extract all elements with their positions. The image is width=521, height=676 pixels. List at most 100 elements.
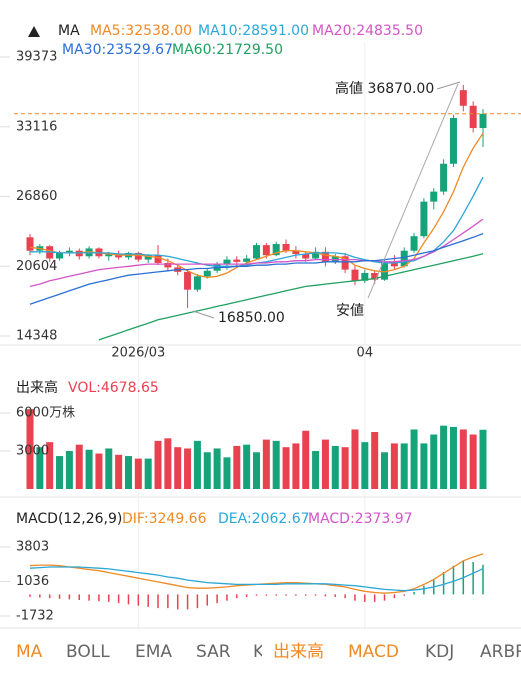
candle-body: [233, 259, 241, 262]
volume-bar: [321, 439, 329, 489]
candle-body: [361, 272, 369, 281]
volume-bar: [410, 429, 418, 489]
macd-bar: [78, 594, 80, 601]
candle-body: [400, 250, 408, 267]
panel-title: MACD(12,26,9): [16, 511, 122, 527]
ma-line: [29, 132, 484, 279]
volume-bar: [203, 452, 211, 489]
macd-bar: [39, 594, 41, 598]
candle-body: [134, 252, 142, 260]
volume-bar: [440, 425, 448, 489]
candle-body: [459, 90, 467, 106]
volume-bar: [115, 454, 123, 489]
macd-bar: [236, 594, 238, 599]
volume-bar: [193, 440, 201, 489]
macd-bar: [373, 594, 376, 602]
macd-bar: [127, 594, 130, 605]
legend-entry: MA60:21729.50: [172, 42, 283, 58]
volume-bar: [371, 432, 379, 489]
macd-bar: [285, 594, 287, 596]
legend-entry: DIF:3249.66: [122, 511, 207, 527]
macd-bar: [167, 594, 169, 609]
ma-line: [98, 253, 484, 341]
high-annotation: 高値 36870.00: [335, 80, 434, 97]
legend-entry: MA10:28591.00: [198, 23, 309, 39]
macd-bar: [88, 594, 90, 601]
volume-bar: [233, 445, 241, 489]
candle-body: [262, 245, 270, 256]
legend-entry: MA30:23529.67: [62, 42, 173, 58]
legend-entry: MA20:24835.50: [312, 23, 423, 39]
candle-body: [253, 245, 260, 259]
macd-bar: [413, 591, 415, 595]
y-tick-label: 39373: [16, 50, 57, 65]
candle-body: [282, 243, 290, 251]
volume-bar: [262, 439, 270, 489]
candle-body: [105, 254, 113, 257]
indicator-tab[interactable]: MA: [16, 642, 43, 662]
candle-body: [469, 105, 477, 129]
candle-body: [65, 250, 73, 253]
candle-body: [184, 271, 192, 290]
candle-body: [193, 276, 201, 290]
volume-bar: [174, 447, 182, 489]
candle-body: [26, 237, 34, 251]
indicator-tab[interactable]: 出来高: [273, 642, 324, 662]
volume-bar: [292, 443, 300, 489]
low-annotation: 安値: [336, 303, 364, 319]
volume-bar: [479, 429, 487, 489]
macd-bar: [393, 594, 396, 599]
y-tick-label: 3000: [16, 444, 49, 459]
volume-bar: [430, 434, 438, 489]
indicator-tab[interactable]: EMA: [135, 642, 172, 662]
macd-bar: [423, 585, 425, 595]
macd-bar: [196, 594, 199, 609]
volume-bar: [124, 456, 132, 489]
indicator-tab[interactable]: MACD: [348, 642, 399, 662]
candle-body: [272, 243, 280, 256]
volume-bar: [243, 444, 251, 489]
ma-line: [29, 232, 484, 305]
macd-bar: [98, 594, 100, 602]
candle-body: [292, 250, 300, 255]
dif-line: [29, 553, 484, 594]
macd-bar: [108, 594, 110, 602]
y-tick-label: -1732: [16, 609, 54, 624]
volume-bar: [331, 445, 339, 489]
annotation-leader: [436, 81, 461, 90]
macd-bar: [29, 594, 31, 597]
macd-bar: [295, 594, 297, 596]
ma-line: [29, 218, 484, 288]
candle-body: [321, 251, 329, 262]
candle-body: [223, 259, 231, 265]
annotations: 高値 36870.00 安値 16850.00: [192, 80, 461, 326]
volume-bar: [105, 448, 113, 489]
indicator-tab[interactable]: SAR: [196, 642, 231, 662]
legend-entry: MA5:32538.00: [90, 23, 192, 39]
indicator-tab[interactable]: ARBR: [480, 642, 521, 662]
macd-bar: [275, 594, 277, 596]
y-tick-label: 20604: [16, 259, 57, 274]
volume-bar: [56, 456, 64, 489]
macd-bar: [117, 594, 120, 604]
indicator-tab[interactable]: BOLL: [66, 642, 110, 662]
collapse-icon[interactable]: [28, 26, 40, 37]
y-tick-label: 33116: [16, 119, 57, 134]
volume-bar: [272, 440, 280, 489]
volume-bar: [282, 447, 290, 489]
volume-bar: [65, 451, 73, 489]
candle-body: [56, 252, 64, 259]
panel-title: 出来高: [16, 379, 58, 396]
volume-bar: [351, 429, 359, 489]
macd-bar: [265, 594, 268, 596]
macd-bar: [48, 594, 51, 599]
candle-body: [243, 258, 251, 262]
indicator-tab[interactable]: KDJ: [425, 642, 454, 662]
candle-body: [381, 261, 389, 280]
volume-bar: [85, 449, 93, 489]
candle-body: [479, 113, 487, 129]
macd-bar: [58, 594, 61, 599]
macd-bar: [68, 594, 71, 600]
volume-bar: [46, 442, 54, 489]
